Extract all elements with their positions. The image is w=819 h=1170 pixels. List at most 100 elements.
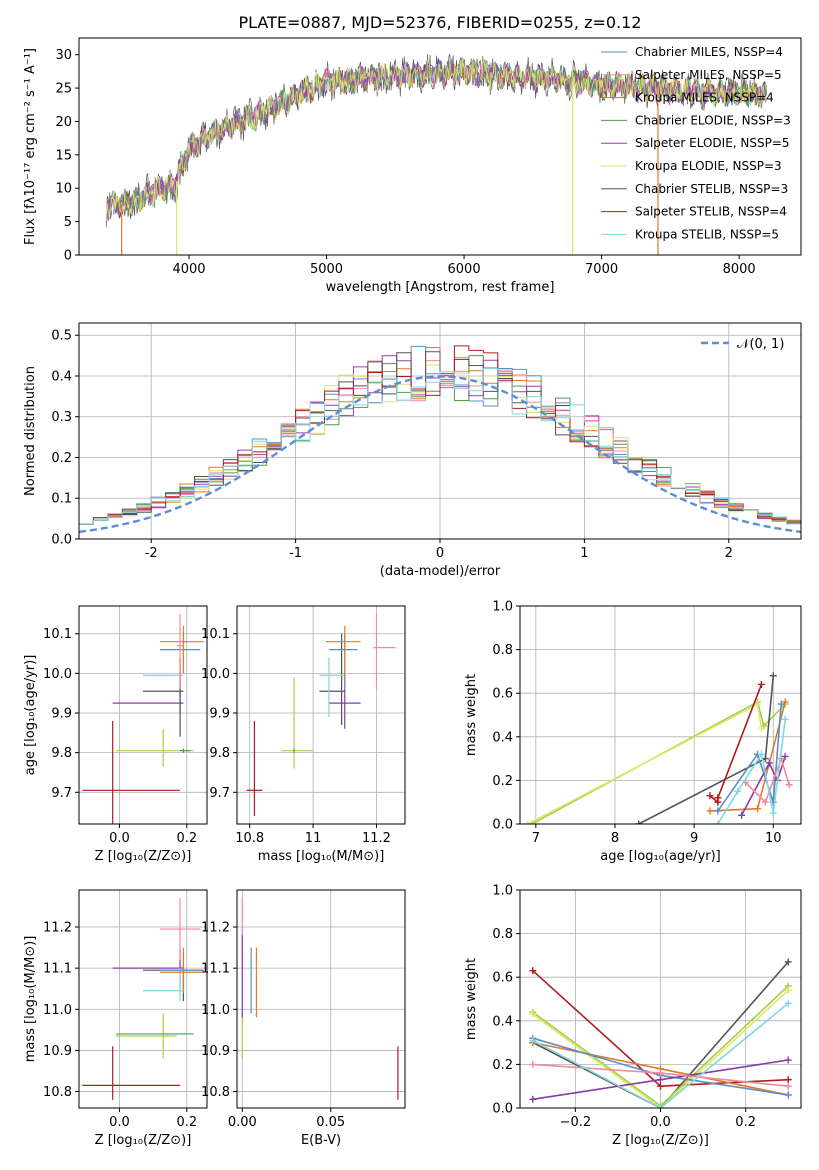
- weight-marker: [529, 1060, 537, 1068]
- x-axis-label: age [log₁₀(age/yr)]: [600, 849, 721, 864]
- axes-frame: [236, 605, 406, 825]
- x-axis-label: Z [log₁₀(Z/Z⊙)]: [95, 849, 192, 864]
- weight-line: [527, 702, 763, 824]
- weight-marker: [784, 958, 792, 966]
- weight-marker: [769, 672, 777, 680]
- plot-area: [241, 898, 399, 1100]
- x-axis-label: Z [log₁₀(Z/Z⊙)]: [612, 1133, 709, 1148]
- weight-marker: [757, 680, 765, 688]
- weight-marker: [714, 794, 722, 802]
- plot-area: [529, 958, 792, 1108]
- weight-marker: [781, 698, 789, 706]
- panel-spectrum: 4000 5000 6000 7000 8000 0 5 10 15 20 25 30 waveleng…: [23, 37, 802, 295]
- weight-marker: [529, 1036, 537, 1044]
- y-tick-label: 9.8: [51, 746, 72, 761]
- y-tick-label: 10.1: [201, 627, 230, 642]
- y-tick-label: 25: [55, 82, 72, 97]
- y-tick-label: 0.0: [51, 533, 72, 548]
- weight-marker: [524, 820, 532, 824]
- y-tick-label: 0.6: [492, 687, 513, 702]
- y-tick-label: 0.0: [492, 818, 513, 833]
- x-tick-label: 0.05: [316, 1115, 345, 1130]
- weight-marker: [769, 809, 777, 817]
- weight-marker: [529, 1095, 537, 1103]
- panel-mass_vs_EBV: 0.00 0.05 10.8 10.9 11.0 11.1 11.2 E(B-V): [201, 889, 406, 1148]
- legend-label: Salpeter ELODIE, NSSP=5: [635, 136, 790, 150]
- x-tick-label: 0.0: [650, 1115, 671, 1130]
- weight-marker: [757, 724, 765, 732]
- weight-marker: [781, 752, 789, 760]
- y-axis-label: mass weight: [464, 674, 479, 756]
- weight-line: [638, 675, 775, 824]
- x-axis-label: E(B-V): [301, 1133, 341, 1148]
- y-tick-label: 0: [64, 249, 72, 264]
- x-tick-label: 8000: [723, 262, 756, 277]
- y-tick-label: 15: [55, 148, 72, 163]
- legend-label: Salpeter MILES, NSSP=5: [635, 68, 782, 82]
- x-tick-label: 7: [532, 831, 540, 846]
- weight-marker: [706, 807, 714, 815]
- weight-marker: [529, 967, 537, 975]
- y-tick-label: 9.9: [209, 707, 230, 722]
- y-tick-label: 10.0: [201, 667, 230, 682]
- x-tick-label: 0: [436, 546, 444, 561]
- plot-area: [106, 54, 767, 255]
- legend-label: Kroupa STELIB, NSSP=5: [635, 227, 779, 241]
- x-tick-label: 11: [305, 831, 322, 846]
- y-tick-label: 0.8: [492, 643, 513, 658]
- weight-marker: [657, 1076, 664, 1084]
- weight-line: [717, 704, 782, 812]
- weight-marker: [657, 1082, 664, 1090]
- y-tick-label: 0.2: [492, 774, 513, 789]
- axes-frame: [78, 37, 802, 256]
- x-axis-label: wavelength [Angstrom, rest frame]: [326, 280, 555, 295]
- weight-marker: [784, 986, 792, 994]
- weight-marker: [753, 805, 761, 813]
- y-tick-label: 11.2: [201, 921, 230, 936]
- x-tick-label: 0.0: [109, 831, 130, 846]
- weight-marker: [714, 820, 722, 824]
- y-tick-label: 30: [55, 48, 72, 63]
- x-tick-label: 4000: [172, 262, 205, 277]
- y-tick-label: 0.4: [51, 369, 72, 384]
- axes-frame: [78, 605, 208, 825]
- x-tick-label: 5000: [310, 262, 343, 277]
- y-tick-label: 10.8: [201, 1085, 230, 1100]
- y-tick-label: 11.0: [201, 1003, 230, 1018]
- x-tick-label: 10: [765, 831, 782, 846]
- y-tick-label: 10.9: [43, 1044, 72, 1059]
- axes-frame: [519, 889, 802, 1109]
- x-tick-label: 0.2: [176, 831, 197, 846]
- legend-label: Kroupa ELODIE, NSSP=3: [635, 159, 782, 173]
- y-tick-label: 11.0: [43, 1003, 72, 1018]
- x-tick-label: 8: [611, 831, 619, 846]
- weight-marker: [734, 787, 742, 795]
- y-tick-label: 9.7: [209, 786, 230, 801]
- y-tick-label: 10.9: [201, 1044, 230, 1059]
- weight-marker: [765, 759, 773, 767]
- weight-marker: [706, 792, 714, 800]
- weight-marker: [738, 811, 746, 819]
- y-tick-label: 0.3: [51, 410, 72, 425]
- gaussian-curve: [79, 375, 801, 534]
- x-tick-label: 0.00: [228, 1115, 257, 1130]
- weight-marker: [529, 1010, 537, 1018]
- weight-line: [532, 961, 789, 1108]
- spectrum-line: [106, 57, 767, 221]
- x-tick-label: 11.2: [362, 831, 391, 846]
- panel-mass_weight_vs_Z: −0.2 0.0 0.2 0.0 0.2 0.4 0.6 0.8 1.0 Z [log₁₀(Z/Z…: [464, 884, 802, 1148]
- panel-age_vs_Z: 0.0 0.2 9.7 9.8 9.9 10.0 10.1 Z [log₁₀(Z/Z⊙)] ag…: [23, 605, 208, 864]
- weight-marker: [757, 750, 765, 758]
- x-tick-label: -2: [145, 546, 158, 561]
- x-tick-label: 7000: [585, 262, 618, 277]
- weight-line: [532, 989, 789, 1108]
- weight-marker: [784, 1076, 792, 1084]
- plot-area: [82, 613, 204, 824]
- y-tick-label: 9.7: [51, 786, 72, 801]
- weight-marker: [657, 1104, 664, 1108]
- weight-marker: [714, 807, 722, 815]
- y-tick-label: 11.1: [43, 962, 72, 977]
- y-tick-label: 0.4: [492, 1014, 513, 1029]
- weight-marker: [784, 999, 792, 1007]
